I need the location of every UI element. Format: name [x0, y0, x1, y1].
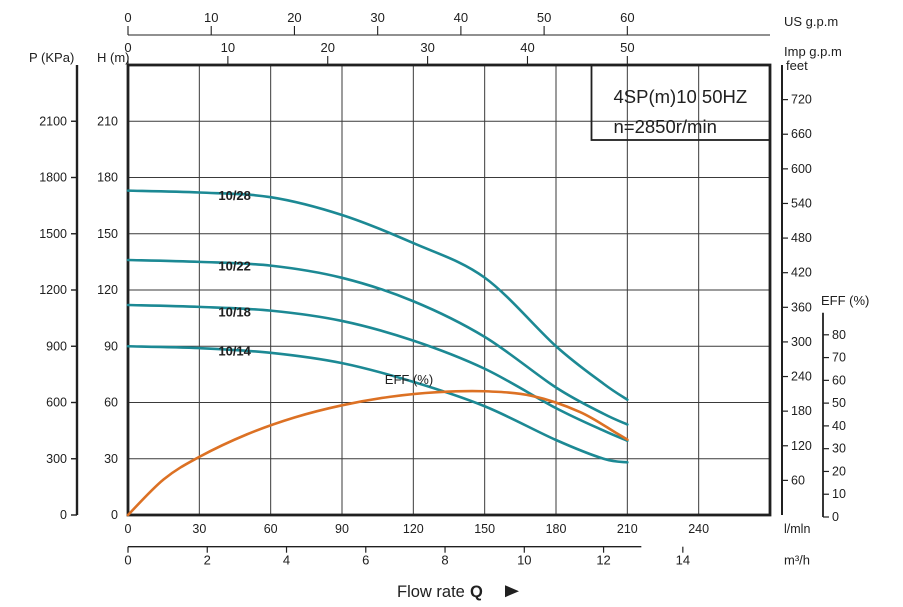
svg-text:660: 660: [791, 127, 812, 141]
svg-text:300: 300: [46, 452, 67, 466]
svg-text:300: 300: [791, 335, 812, 349]
svg-text:10/14: 10/14: [218, 344, 251, 359]
svg-text:4: 4: [283, 553, 290, 568]
svg-text:10/22: 10/22: [218, 258, 251, 273]
svg-text:180: 180: [97, 171, 118, 185]
svg-text:P (KPa): P (KPa): [29, 50, 74, 65]
svg-text:20: 20: [320, 40, 334, 55]
svg-text:4SP(m)10 50HZ: 4SP(m)10 50HZ: [614, 86, 748, 107]
svg-text:50: 50: [620, 40, 634, 55]
svg-text:60: 60: [832, 373, 846, 387]
svg-text:10/18: 10/18: [218, 304, 251, 319]
svg-text:210: 210: [617, 522, 638, 536]
svg-text:0: 0: [111, 508, 118, 522]
svg-text:600: 600: [46, 396, 67, 410]
svg-text:50: 50: [537, 10, 551, 25]
svg-text:180: 180: [791, 404, 812, 418]
svg-text:40: 40: [832, 419, 846, 433]
svg-text:900: 900: [46, 339, 67, 353]
svg-text:720: 720: [791, 93, 812, 107]
svg-text:2: 2: [204, 553, 211, 568]
svg-text:10: 10: [204, 10, 218, 25]
svg-text:Flow rate: Flow rate: [397, 583, 465, 601]
svg-text:Imp g.p.m: Imp g.p.m: [784, 44, 842, 59]
svg-text:0: 0: [124, 553, 131, 568]
svg-text:l/mln: l/mln: [784, 522, 810, 536]
svg-text:Q: Q: [470, 583, 483, 601]
svg-text:US g.p.m: US g.p.m: [784, 14, 838, 29]
svg-text:1200: 1200: [39, 283, 67, 297]
svg-text:60: 60: [104, 396, 118, 410]
svg-text:1800: 1800: [39, 171, 67, 185]
svg-text:8: 8: [441, 553, 448, 568]
svg-text:210: 210: [97, 114, 118, 128]
svg-text:EFF (%): EFF (%): [385, 372, 433, 387]
svg-text:540: 540: [791, 196, 812, 210]
svg-text:n=2850r/min: n=2850r/min: [614, 116, 717, 137]
svg-text:80: 80: [832, 328, 846, 342]
svg-text:120: 120: [791, 439, 812, 453]
svg-text:30: 30: [832, 442, 846, 456]
svg-text:60: 60: [791, 473, 805, 487]
svg-text:70: 70: [832, 351, 846, 365]
svg-text:0: 0: [832, 510, 839, 524]
svg-text:480: 480: [791, 231, 812, 245]
svg-text:0: 0: [124, 10, 131, 25]
svg-text:30: 30: [192, 522, 206, 536]
svg-text:12: 12: [596, 553, 610, 568]
svg-text:2100: 2100: [39, 114, 67, 128]
svg-text:30: 30: [420, 40, 434, 55]
svg-text:20: 20: [287, 10, 301, 25]
svg-text:240: 240: [791, 370, 812, 384]
svg-text:10: 10: [221, 40, 235, 55]
svg-text:30: 30: [370, 10, 384, 25]
svg-text:90: 90: [335, 522, 349, 536]
svg-text:150: 150: [97, 227, 118, 241]
svg-text:feet: feet: [786, 58, 808, 73]
svg-text:180: 180: [546, 522, 567, 536]
svg-text:600: 600: [791, 162, 812, 176]
svg-text:360: 360: [791, 300, 812, 314]
svg-text:0: 0: [125, 522, 132, 536]
svg-text:20: 20: [832, 464, 846, 478]
svg-text:10/28: 10/28: [218, 188, 251, 203]
svg-text:1500: 1500: [39, 227, 67, 241]
svg-text:m³/h: m³/h: [784, 553, 810, 568]
svg-text:0: 0: [60, 508, 67, 522]
svg-text:14: 14: [676, 553, 690, 568]
svg-text:60: 60: [620, 10, 634, 25]
svg-text:120: 120: [403, 522, 424, 536]
svg-text:10: 10: [832, 487, 846, 501]
svg-text:120: 120: [97, 283, 118, 297]
svg-text:60: 60: [264, 522, 278, 536]
svg-text:90: 90: [104, 339, 118, 353]
svg-text:150: 150: [474, 522, 495, 536]
svg-text:50: 50: [832, 396, 846, 410]
svg-text:0: 0: [124, 40, 131, 55]
svg-text:40: 40: [454, 10, 468, 25]
svg-text:420: 420: [791, 266, 812, 280]
svg-text:30: 30: [104, 452, 118, 466]
svg-text:EFF (%): EFF (%): [821, 293, 869, 308]
svg-text:240: 240: [688, 522, 709, 536]
svg-text:40: 40: [520, 40, 534, 55]
svg-text:6: 6: [362, 553, 369, 568]
svg-text:10: 10: [517, 553, 531, 568]
